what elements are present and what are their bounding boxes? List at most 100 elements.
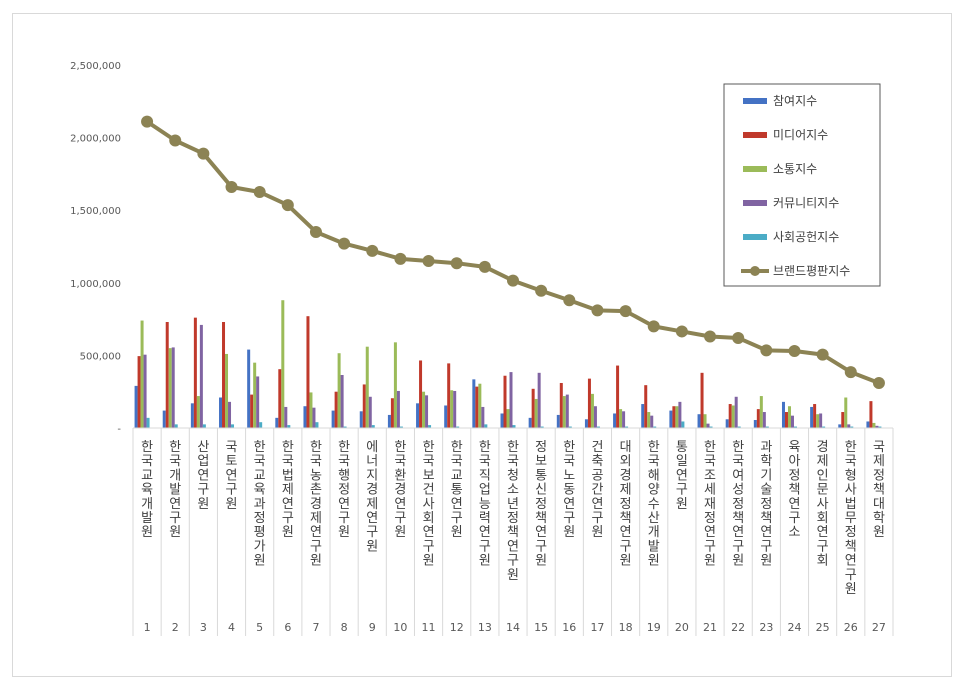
- x-rank-label: 5: [256, 621, 263, 634]
- bar-3: [534, 398, 538, 428]
- bar-5: [878, 426, 882, 428]
- bar-3: [759, 396, 763, 428]
- x-rank-label: 1: [144, 621, 151, 634]
- bar-2: [616, 365, 620, 428]
- bar-5: [456, 426, 460, 428]
- bar-2: [419, 360, 423, 428]
- bar-1: [472, 379, 476, 428]
- x-rank-label: 20: [675, 621, 689, 634]
- x-rank-label: 17: [590, 621, 604, 634]
- legend-swatch: [743, 200, 767, 206]
- brand-index-point: [872, 376, 885, 389]
- bar-3: [422, 391, 426, 428]
- bar-5: [174, 424, 178, 428]
- bar-1: [753, 420, 757, 428]
- brand-index-point: [732, 331, 745, 344]
- bar-1: [247, 349, 251, 428]
- bar-1: [866, 421, 870, 428]
- bar-4: [396, 390, 400, 428]
- x-rank-label: 7: [312, 621, 319, 634]
- bar-5: [146, 417, 150, 428]
- x-rank-label: 4: [228, 621, 235, 634]
- bar-4: [312, 407, 316, 428]
- legend-box: [723, 83, 881, 287]
- legend-swatch: [743, 234, 767, 240]
- brand-index-point: [619, 305, 632, 318]
- bar-4: [847, 424, 851, 428]
- bar-2: [559, 382, 563, 428]
- x-rank-label: 11: [422, 621, 436, 634]
- y-tick-label: 2,000,000: [70, 134, 121, 145]
- bar-1: [162, 410, 166, 428]
- brand-index-point: [647, 320, 660, 333]
- bar-4: [509, 372, 513, 428]
- legend-swatch: [743, 98, 767, 104]
- y-tick-label: 1,000,000: [70, 279, 121, 290]
- bar-3: [337, 353, 341, 428]
- x-rank-label: 26: [844, 621, 858, 634]
- bar-4: [171, 347, 175, 428]
- brand-index-point: [478, 260, 491, 273]
- bar-2: [644, 385, 648, 428]
- bar-3: [365, 346, 369, 428]
- bar-4: [284, 406, 288, 428]
- x-rank-label: 24: [787, 621, 801, 634]
- y-tick-label: -: [117, 424, 121, 435]
- brand-index-point: [450, 257, 463, 270]
- legend-label: 소통지수: [773, 162, 817, 176]
- bar-4: [762, 412, 766, 428]
- line-series: [141, 115, 885, 389]
- x-rank-label: 18: [619, 621, 633, 634]
- bar-4: [228, 401, 232, 428]
- brand-index-point: [535, 284, 548, 297]
- x-rank-label: 25: [816, 621, 830, 634]
- bar-4: [593, 406, 597, 428]
- bar-2: [672, 406, 676, 428]
- chart-frame: - 500,000 1,000,000 1,500,000 2,000,000 2,500…: [12, 13, 952, 677]
- legend-label: 커뮤니티지수: [773, 196, 839, 210]
- bar-5: [822, 426, 826, 428]
- bar-1: [444, 405, 448, 428]
- bar-1: [556, 414, 560, 428]
- brand-index-point: [760, 344, 773, 357]
- bar-3: [619, 409, 623, 428]
- bar-1: [613, 413, 617, 428]
- brand-index-point: [309, 225, 322, 238]
- bar-3: [478, 383, 482, 428]
- x-rank-label: 2: [172, 621, 179, 634]
- brand-reputation-chart: - 500,000 1,000,000 1,500,000 2,000,000 2,500…: [70, 61, 894, 636]
- bar-2: [447, 363, 451, 428]
- bar-4: [622, 411, 626, 428]
- bar-1: [275, 417, 279, 428]
- bar-4: [565, 394, 569, 428]
- bar-2: [841, 412, 845, 428]
- bar-5: [765, 426, 769, 428]
- bar-5: [315, 422, 319, 428]
- bar-5: [793, 426, 797, 428]
- bar-2: [278, 369, 282, 428]
- bar-1: [219, 397, 223, 428]
- bar-4: [678, 401, 682, 428]
- y-tick-label: 500,000: [80, 351, 121, 362]
- legend-label: 브랜드평판지수: [773, 264, 850, 278]
- bar-2: [531, 388, 535, 428]
- bar-4: [734, 396, 738, 428]
- x-rank-label: 15: [534, 621, 548, 634]
- bar-5: [287, 425, 291, 428]
- bar-4: [368, 396, 372, 428]
- bar-1: [697, 414, 701, 428]
